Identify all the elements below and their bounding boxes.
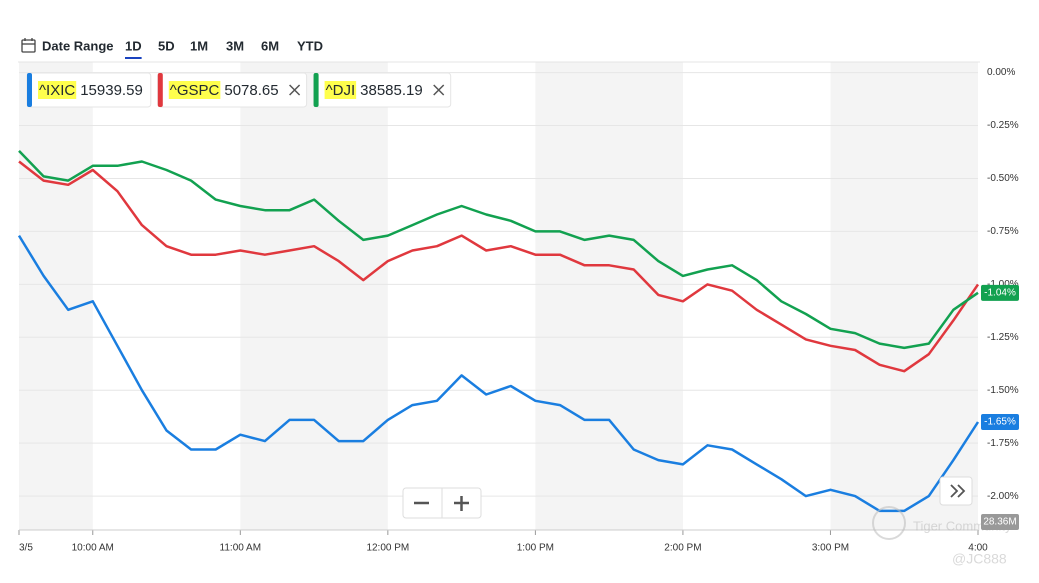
x-tick-label: 3:00 PM <box>812 543 849 554</box>
end-label: -1.04% <box>984 287 1016 298</box>
remove-series[interactable] <box>289 84 301 96</box>
chip-highlight <box>168 81 221 99</box>
y-tick-label: -1.50% <box>987 385 1019 396</box>
watermark-handle: @JC888 <box>952 551 1007 567</box>
y-tick-label: -1.00% <box>987 279 1019 290</box>
legend-chip[interactable]: ^GSPC 5078.65 <box>157 72 308 108</box>
range-button[interactable]: 6M <box>261 38 279 53</box>
x-tick-label: 3/5 <box>19 543 33 554</box>
end-label-box <box>981 284 1019 301</box>
zoom-controls <box>402 487 482 519</box>
volume-label: 28.36M <box>983 517 1016 528</box>
legend-price: 5078.65 <box>224 82 278 99</box>
chip-color-bar <box>313 73 319 107</box>
y-tick-label: -0.50% <box>987 173 1019 184</box>
legend-chip[interactable]: ^IXIC 15939.59 <box>26 72 152 108</box>
y-tick-label: -2.00% <box>987 491 1019 502</box>
y-tick-label: -1.25% <box>987 332 1019 343</box>
chip-highlight <box>324 81 357 99</box>
x-tick-label: 12:00 PM <box>366 543 409 554</box>
x-tick-label: 1:00 PM <box>517 543 554 554</box>
time-band <box>19 62 93 530</box>
x-tick-label: 11:00 AM <box>220 543 262 554</box>
end-label: -1.65% <box>984 417 1016 428</box>
series-line <box>17 234 980 513</box>
series-line <box>18 150 979 350</box>
end-label-box <box>981 414 1019 430</box>
zoom-in[interactable] <box>454 496 469 511</box>
legend-price: 38585.19 <box>360 82 423 99</box>
date-range-button[interactable]: Date Range <box>42 38 114 53</box>
chip-highlight <box>38 81 77 99</box>
legend-name: ^DJI <box>326 82 356 99</box>
calendar-icon[interactable] <box>21 38 36 53</box>
y-tick-label: -0.25% <box>987 120 1019 131</box>
remove-series[interactable] <box>433 84 445 96</box>
y-tick-label: -0.75% <box>987 226 1019 237</box>
range-button[interactable]: 5D <box>158 38 175 53</box>
volume-box <box>981 514 1019 530</box>
legend-price: 15939.59 <box>80 82 143 99</box>
legend-name: ^IXIC <box>39 82 75 99</box>
x-tick-label: 2:00 PM <box>664 543 701 554</box>
time-band <box>240 62 388 530</box>
range-button[interactable]: YTD <box>297 38 323 53</box>
chip-color-bar <box>157 73 163 107</box>
y-tick-label: 0.00% <box>987 67 1015 78</box>
x-tick-label: 10:00 AM <box>72 543 114 554</box>
series-line <box>18 160 980 373</box>
range-button[interactable]: 3M <box>226 38 244 53</box>
range-button[interactable]: 1M <box>190 38 208 53</box>
chip-color-bar <box>27 73 32 107</box>
legend-name: ^GSPC <box>170 82 220 99</box>
scroll-right[interactable] <box>939 476 973 506</box>
y-tick-label: -1.75% <box>987 438 1019 449</box>
x-tick-label: 4:00 <box>968 543 988 554</box>
time-band <box>830 62 978 530</box>
legend-chip[interactable]: ^DJI 38585.19 <box>313 72 452 108</box>
range-button[interactable]: 1D <box>125 38 142 53</box>
